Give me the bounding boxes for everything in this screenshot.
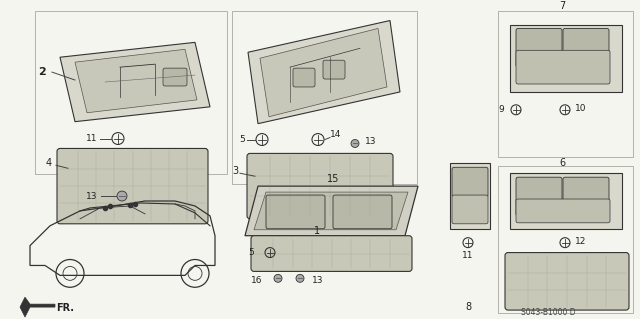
Text: 16: 16 — [250, 276, 262, 285]
Polygon shape — [254, 192, 408, 230]
Bar — [232, 11, 417, 184]
Text: 9: 9 — [499, 105, 504, 114]
FancyBboxPatch shape — [563, 28, 609, 67]
Text: 1: 1 — [314, 226, 320, 236]
Text: 11: 11 — [462, 251, 474, 260]
Polygon shape — [260, 28, 387, 117]
FancyBboxPatch shape — [247, 153, 393, 219]
Text: 11: 11 — [86, 134, 97, 143]
Polygon shape — [245, 186, 418, 236]
Polygon shape — [75, 49, 197, 113]
FancyBboxPatch shape — [516, 177, 562, 216]
FancyBboxPatch shape — [563, 177, 609, 216]
Circle shape — [117, 191, 127, 201]
Text: 2: 2 — [38, 67, 46, 77]
Text: 13: 13 — [312, 276, 323, 285]
Circle shape — [351, 139, 359, 147]
FancyBboxPatch shape — [516, 28, 562, 67]
Circle shape — [274, 274, 282, 282]
FancyBboxPatch shape — [293, 68, 315, 87]
Polygon shape — [20, 297, 55, 317]
FancyBboxPatch shape — [505, 253, 629, 310]
Text: 12: 12 — [575, 237, 586, 246]
Polygon shape — [248, 20, 400, 124]
Polygon shape — [60, 42, 210, 122]
Text: 6: 6 — [559, 158, 565, 168]
FancyBboxPatch shape — [57, 148, 208, 224]
FancyBboxPatch shape — [333, 195, 392, 229]
Polygon shape — [450, 163, 490, 229]
Text: 10: 10 — [575, 104, 586, 113]
FancyBboxPatch shape — [251, 236, 412, 271]
Polygon shape — [510, 173, 622, 229]
FancyBboxPatch shape — [452, 195, 488, 224]
Text: 8: 8 — [465, 302, 471, 312]
FancyBboxPatch shape — [452, 167, 488, 197]
Polygon shape — [510, 25, 622, 92]
Text: 5: 5 — [248, 248, 254, 257]
Text: 4: 4 — [46, 158, 52, 168]
FancyBboxPatch shape — [516, 50, 610, 84]
FancyBboxPatch shape — [266, 195, 325, 229]
Text: 13: 13 — [86, 191, 97, 201]
Text: 13: 13 — [365, 137, 376, 146]
Bar — [498, 166, 633, 313]
Text: 7: 7 — [559, 1, 565, 11]
FancyBboxPatch shape — [163, 68, 187, 86]
Circle shape — [296, 274, 304, 282]
Text: 3: 3 — [232, 166, 238, 176]
Text: FR.: FR. — [56, 303, 74, 313]
FancyBboxPatch shape — [516, 199, 610, 223]
Text: 15: 15 — [327, 174, 339, 184]
FancyBboxPatch shape — [323, 60, 345, 79]
Text: 5: 5 — [239, 135, 245, 144]
Bar — [498, 11, 633, 157]
Text: S043-B1000 D: S043-B1000 D — [521, 308, 575, 316]
Text: 14: 14 — [330, 130, 341, 139]
Bar — [35, 11, 227, 174]
